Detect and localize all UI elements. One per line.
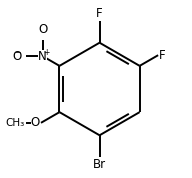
Text: O: O xyxy=(38,23,47,36)
Text: −: − xyxy=(13,48,21,57)
Text: O: O xyxy=(31,116,40,129)
Text: F: F xyxy=(159,49,166,62)
Text: +: + xyxy=(43,48,50,57)
Text: CH₃: CH₃ xyxy=(6,118,25,128)
Text: F: F xyxy=(96,7,103,20)
Text: O: O xyxy=(13,49,22,63)
Text: N: N xyxy=(38,49,47,63)
Text: Br: Br xyxy=(93,158,106,171)
